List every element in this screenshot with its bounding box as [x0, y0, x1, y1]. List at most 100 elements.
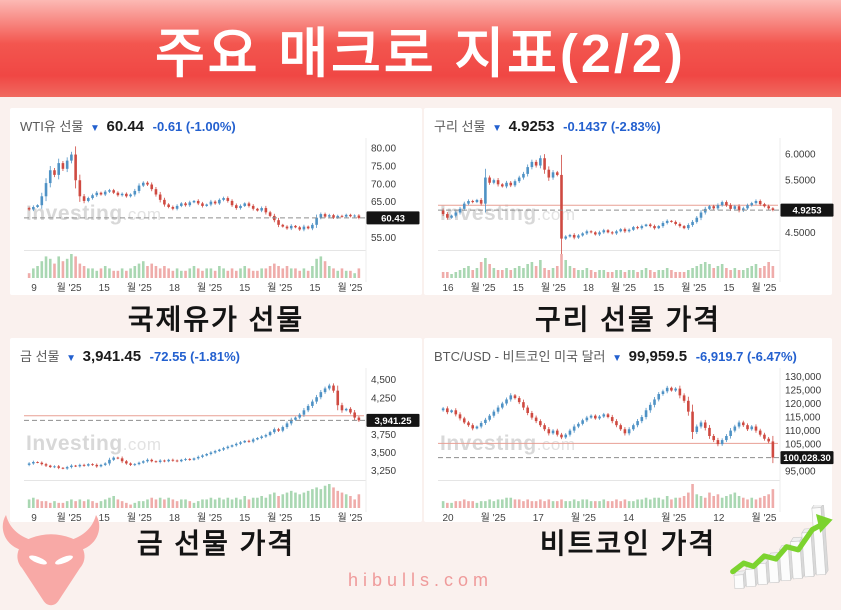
svg-text:월 '25: 월 '25: [197, 512, 222, 524]
svg-text:월 '25: 월 '25: [481, 512, 506, 524]
price-change: -0.1437 (-2.83%): [563, 119, 661, 134]
svg-text:월 '25: 월 '25: [471, 282, 496, 294]
chart-title-row: WTI유 선물 ▼ 60.44 -0.61 (-1.00%): [20, 116, 422, 135]
svg-text:월 '25: 월 '25: [751, 282, 776, 294]
svg-text:17: 17: [533, 513, 545, 524]
price-change: -6,919.7 (-6.47%): [695, 349, 797, 364]
svg-text:4.9253: 4.9253: [792, 206, 821, 217]
svg-text:3,750: 3,750: [371, 430, 396, 441]
svg-text:월 '25: 월 '25: [127, 512, 152, 524]
svg-text:65.00: 65.00: [371, 197, 396, 208]
svg-text:월 '25: 월 '25: [127, 282, 152, 294]
svg-text:15: 15: [99, 283, 111, 294]
chart-title-row: 금 선물 ▼ 3,941.45 -72.55 (-1.81%): [20, 346, 422, 365]
down-arrow-icon: ▼: [89, 123, 100, 134]
wti-chart-card: WTI유 선물 ▼ 60.44 -0.61 (-1.00%) Investing…: [10, 108, 422, 295]
svg-text:월 '25: 월 '25: [681, 282, 706, 294]
svg-text:130,000: 130,000: [785, 372, 822, 383]
instrument-name: BTC/USD - 비트코인 미국 달러: [434, 349, 606, 364]
last-price: 3,941.45: [82, 348, 142, 365]
svg-text:월 '25: 월 '25: [541, 282, 566, 294]
last-price: 99,959.5: [628, 348, 688, 365]
last-price: 60.44: [106, 118, 145, 135]
svg-text:55.00: 55.00: [371, 233, 396, 244]
price-change: -72.55 (-1.81%): [149, 349, 240, 364]
svg-text:15: 15: [513, 283, 525, 294]
svg-text:월 '25: 월 '25: [267, 282, 292, 294]
svg-text:3,250: 3,250: [371, 466, 396, 477]
svg-text:115,000: 115,000: [785, 413, 821, 424]
wti-candlestick-chart: 80.00 75.00 70.00 65.00 55.00 60.43 9 월 '25 15 월 …: [24, 138, 420, 294]
svg-text:80.00: 80.00: [371, 144, 396, 155]
caption-oil: 국제유가 선물: [127, 304, 305, 335]
growth-chart-icon: [730, 505, 833, 590]
svg-text:14: 14: [623, 513, 635, 524]
svg-text:월 '25: 월 '25: [571, 512, 596, 524]
svg-text:5.5000: 5.5000: [785, 176, 816, 187]
down-arrow-icon: ▼: [66, 353, 77, 364]
svg-text:4,500: 4,500: [371, 375, 396, 386]
svg-text:15: 15: [653, 283, 665, 294]
svg-text:95,000: 95,000: [785, 467, 816, 478]
svg-text:125,000: 125,000: [785, 385, 822, 396]
chart-title-row: 구리 선물 ▼ 4.9253 -0.1437 (-2.83%): [434, 116, 832, 135]
svg-text:월 '25: 월 '25: [337, 512, 362, 524]
svg-text:월 '25: 월 '25: [197, 282, 222, 294]
svg-text:월 '25: 월 '25: [751, 512, 776, 524]
gold-chart-card: 금 선물 ▼ 3,941.45 -72.55 (-1.81%) Investin…: [10, 338, 422, 524]
page-title: 주요 매크로 지표(2/2): [155, 24, 686, 84]
svg-text:15: 15: [239, 513, 251, 524]
instrument-name: 구리 선물: [434, 119, 486, 134]
bull-logo-icon: [2, 515, 100, 606]
copper-chart-card: 구리 선물 ▼ 4.9253 -0.1437 (-2.83%) Investin…: [424, 108, 834, 295]
svg-text:월 '25: 월 '25: [57, 512, 82, 524]
svg-text:12: 12: [713, 513, 725, 524]
svg-text:월 '25: 월 '25: [57, 282, 82, 294]
instrument-name: 금 선물: [20, 349, 60, 364]
svg-text:75.00: 75.00: [371, 161, 396, 172]
caption-gold: 금 선물 가격: [136, 528, 296, 559]
copper-candlestick-chart: 6.0000 5.5000 4.5000 4.9253 16 월 '25 15 월 '25 18…: [438, 138, 834, 294]
down-arrow-icon: ▼: [612, 353, 623, 364]
svg-text:월 '25: 월 '25: [337, 282, 362, 294]
svg-text:70.00: 70.00: [371, 179, 396, 190]
svg-text:6.0000: 6.0000: [785, 150, 816, 161]
gold-candlestick-chart: 4,500 4,250 3,750 3,500 3,250 3,941.25 9 월 '25 1…: [24, 368, 420, 524]
down-arrow-icon: ▼: [492, 123, 502, 134]
svg-text:4.5000: 4.5000: [785, 228, 816, 239]
site-url: hibulls.com: [347, 570, 494, 590]
svg-text:3,500: 3,500: [371, 448, 396, 459]
svg-text:15: 15: [99, 513, 111, 524]
chart-title-row: BTC/USD - 비트코인 미국 달러 ▼ 99,959.5 -6,919.7…: [434, 346, 832, 365]
btc-chart-card: BTC/USD - 비트코인 미국 달러 ▼ 99,959.5 -6,919.7…: [424, 338, 834, 524]
svg-text:16: 16: [442, 283, 454, 294]
investing-watermark: Investing.com: [26, 432, 162, 455]
caption-btc: 비트코인 가격: [539, 528, 717, 559]
svg-text:9: 9: [31, 283, 37, 294]
svg-text:4,250: 4,250: [371, 393, 396, 404]
last-price: 4.9253: [508, 118, 555, 135]
investing-watermark: Investing.com: [26, 202, 162, 225]
svg-text:100,028.30: 100,028.30: [783, 453, 831, 464]
svg-text:15: 15: [309, 513, 321, 524]
svg-text:18: 18: [169, 283, 181, 294]
svg-text:월 '25: 월 '25: [611, 282, 636, 294]
svg-text:9: 9: [31, 513, 37, 524]
instrument-name: WTI유 선물: [20, 119, 84, 134]
svg-text:60.43: 60.43: [381, 213, 405, 224]
caption-copper: 구리 선물 가격: [534, 304, 722, 335]
svg-text:18: 18: [169, 513, 181, 524]
svg-text:110,000: 110,000: [785, 426, 821, 437]
svg-text:18: 18: [583, 283, 595, 294]
svg-text:15: 15: [239, 283, 251, 294]
svg-text:월 '25: 월 '25: [267, 512, 292, 524]
price-change: -0.61 (-1.00%): [152, 119, 236, 134]
page-header-banner: 주요 매크로 지표(2/2): [0, 0, 841, 97]
svg-text:15: 15: [723, 283, 735, 294]
btc-candlestick-chart: 130,000 125,000 120,000 115,000 110,000 105,0…: [438, 368, 834, 524]
svg-text:20: 20: [442, 513, 454, 524]
svg-text:120,000: 120,000: [785, 399, 822, 410]
svg-text:15: 15: [309, 283, 321, 294]
svg-text:월 '25: 월 '25: [661, 512, 686, 524]
svg-text:105,000: 105,000: [785, 440, 822, 451]
